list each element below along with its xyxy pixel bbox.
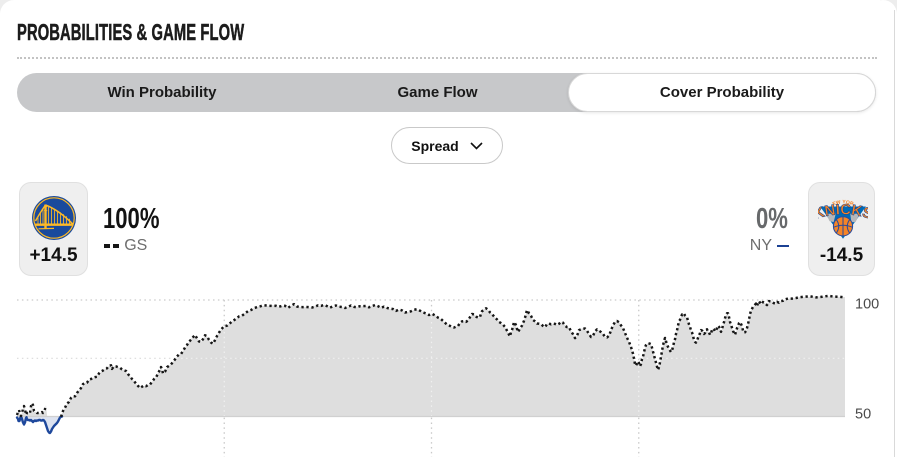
svg-text:NEW YORK: NEW YORK bbox=[818, 196, 855, 208]
svg-text:KNICKS: KNICKS bbox=[818, 202, 868, 223]
svg-text:100: 100 bbox=[855, 297, 879, 313]
svg-text:50: 50 bbox=[855, 407, 871, 423]
